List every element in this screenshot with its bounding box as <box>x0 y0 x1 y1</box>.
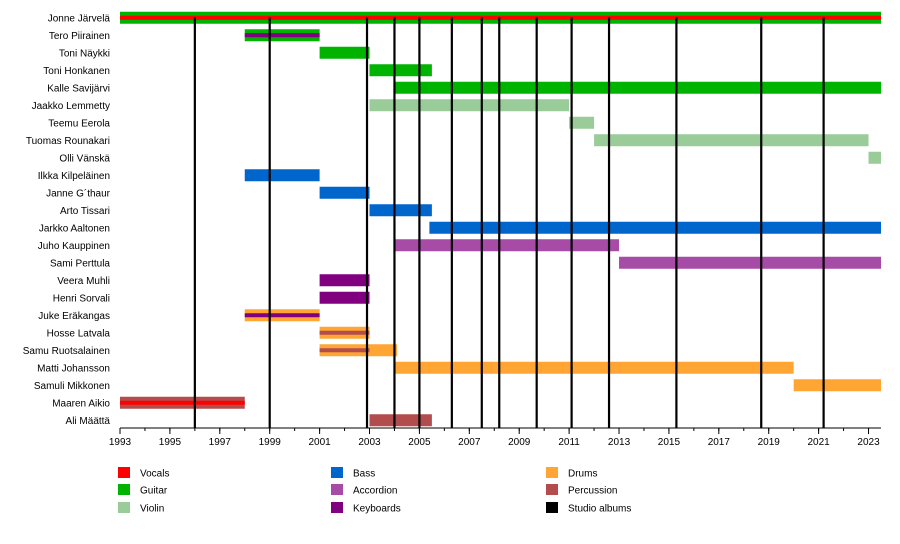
member-bar-19-1 <box>369 344 397 357</box>
legend-swatch-violin <box>118 502 130 513</box>
legend-label-vocals: Vocals <box>140 469 169 480</box>
legend-label-accordion: Accordion <box>353 486 397 497</box>
member-name: Jaakko Lemmetty <box>32 101 110 112</box>
x-tick-label: 2003 <box>358 437 381 448</box>
member-bar-7-0 <box>594 134 869 147</box>
member-name: Veera Muhli <box>57 276 110 287</box>
member-bar-11-0 <box>369 204 432 217</box>
plot-area <box>120 9 881 428</box>
x-tick-label: 2007 <box>458 437 481 448</box>
legend-swatch-drums <box>546 467 558 478</box>
member-name: Sami Perttula <box>50 258 110 269</box>
member-name: Juke Eräkangas <box>38 311 110 322</box>
member-name: Jonne Järvelä <box>48 13 111 24</box>
legend-swatch-albums <box>546 502 558 513</box>
x-tick-label: 2009 <box>508 437 531 448</box>
x-tick-label: 2001 <box>308 437 331 448</box>
member-bar-13-0 <box>394 239 620 252</box>
member-name: Hosse Latvala <box>47 328 111 339</box>
x-tick-label: 1995 <box>159 437 182 448</box>
legend-label-violin: Violin <box>140 504 164 515</box>
member-name: Matti Johansson <box>37 363 110 374</box>
member-names: Jonne Järvelä Tero Piirainen Toni Näykki To… <box>23 13 111 427</box>
member-bar-secondary-1-0 <box>244 33 320 38</box>
member-name: Tuomas Rounakari <box>26 136 110 147</box>
legend-label-keyboards: Keyboards <box>353 504 401 515</box>
x-tick-label: 2021 <box>807 437 830 448</box>
x-tick-label: 2013 <box>608 437 631 448</box>
member-bar-secondary-18-0 <box>319 330 370 335</box>
member-bar-14-0 <box>619 256 881 269</box>
member-name: Samuli Mikkonen <box>34 381 110 392</box>
member-bar-secondary-17-0 <box>244 313 320 318</box>
member-bar-secondary-19-0 <box>319 348 370 353</box>
member-bar-6-0 <box>569 116 595 129</box>
member-bar-5-0 <box>369 99 570 112</box>
legend-swatch-keyboards <box>331 502 343 513</box>
member-name: Kalle Savijärvi <box>47 83 110 94</box>
x-tick-label: 1999 <box>259 437 282 448</box>
legend-label-guitar: Guitar <box>140 486 168 497</box>
member-name: Jarkko Aaltonen <box>39 223 110 234</box>
member-name: Ilkka Kilpeläinen <box>38 171 110 182</box>
x-tick-label: 1993 <box>109 437 132 448</box>
member-bar-secondary-0-0 <box>120 15 881 20</box>
member-name: Maaren Aikio <box>52 398 110 409</box>
member-name: Toni Honkanen <box>43 66 110 77</box>
member-bar-3-0 <box>369 64 432 77</box>
member-bar-12-0 <box>429 221 881 234</box>
member-bar-secondary-22-0 <box>120 400 245 405</box>
legend-label-bass: Bass <box>353 469 375 480</box>
x-tick-label: 2017 <box>708 437 731 448</box>
member-name: Olli Vänskä <box>59 153 110 164</box>
x-tick-label: 2011 <box>558 437 580 448</box>
member-name: Janne G´thaur <box>46 187 111 199</box>
member-bar-15-0 <box>319 274 370 287</box>
legend-label-albums: Studio albums <box>568 504 631 515</box>
member-name: Toni Näykki <box>59 48 110 59</box>
x-tick-label: 2015 <box>658 437 681 448</box>
member-bar-10-0 <box>319 186 370 199</box>
member-bar-8-0 <box>868 151 881 164</box>
legend-swatch-bass <box>331 467 343 478</box>
member-bar-23-0 <box>369 414 432 427</box>
legend-swatch-guitar <box>118 484 130 495</box>
legend-swatch-accordion <box>331 484 343 495</box>
studio-album-lines <box>193 17 825 428</box>
x-tick-label: 2019 <box>758 437 781 448</box>
member-name: Juho Kauppinen <box>38 241 110 252</box>
member-bar-21-0 <box>793 379 881 392</box>
member-bar-16-0 <box>319 291 370 304</box>
legend-swatch-vocals <box>118 467 130 478</box>
member-name: Arto Tissari <box>60 206 110 217</box>
plot-background <box>120 9 881 428</box>
legend-swatch-percussion <box>546 484 558 495</box>
legend-label-drums: Drums <box>568 469 597 480</box>
member-bar-4-0 <box>394 81 881 94</box>
legend: Vocals Guitar Violin Bass Accordion Keyboards… <box>118 467 631 515</box>
x-tick-label: 2005 <box>408 437 431 448</box>
member-name: Ali Määttä <box>66 416 111 427</box>
x-axis: 1993 1995 1997 1999 2001 2003 2005 2007 2009 2011… <box>109 427 881 448</box>
legend-label-percussion: Percussion <box>568 486 617 497</box>
x-tick-label: 1997 <box>209 437 232 448</box>
member-bar-20-0 <box>394 361 794 374</box>
member-bar-9-0 <box>244 169 320 182</box>
member-name: Tero Piirainen <box>49 31 110 42</box>
member-name: Teemu Eerola <box>48 118 110 129</box>
member-bar-2-0 <box>319 46 370 59</box>
x-tick-label: 2023 <box>857 437 880 448</box>
member-name: Samu Ruotsalainen <box>23 346 110 357</box>
member-name: Henri Sorvali <box>53 293 110 304</box>
